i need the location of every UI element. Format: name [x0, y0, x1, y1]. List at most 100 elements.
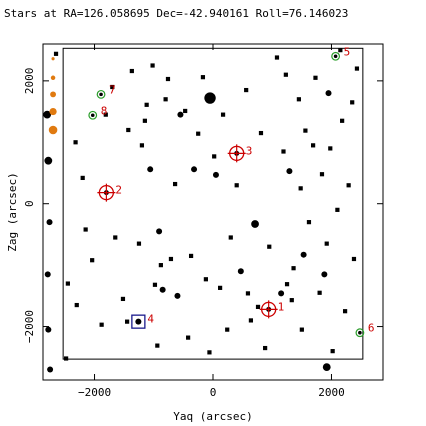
star-mark [267, 244, 272, 249]
star-mark [172, 181, 178, 187]
star-mark [186, 335, 191, 340]
star-mark [136, 241, 142, 246]
star-mark [163, 97, 168, 102]
star-mark [237, 268, 244, 275]
x-axis-label: Yaq (arcsec) [173, 410, 252, 423]
star-mark [306, 220, 312, 225]
star-mark [255, 304, 261, 310]
star-mark [313, 75, 318, 80]
star-mark [286, 168, 293, 175]
star-mark [165, 76, 171, 82]
y-tick-label: 2000 [23, 68, 36, 95]
star-mark [204, 92, 216, 104]
star-mark [73, 140, 78, 145]
star-mark [274, 55, 280, 60]
star-mark [278, 290, 285, 297]
star-mark [212, 171, 219, 178]
star-mark [234, 183, 239, 188]
axis-ticks [43, 44, 383, 380]
offchip-star-mark [50, 75, 56, 81]
guide-star-label: 3 [246, 144, 253, 157]
star-mark [150, 63, 155, 68]
star-mark [263, 345, 268, 351]
guide-star-label: 2 [115, 184, 122, 197]
star-mark [142, 118, 147, 123]
star-mark [324, 241, 329, 246]
acq-star-label: 5 [344, 45, 351, 58]
star-mark [346, 183, 351, 188]
star-mark [251, 220, 259, 228]
star-mark [311, 143, 316, 148]
star-mark [53, 51, 59, 56]
star-mark [155, 343, 160, 348]
star-mark [296, 97, 301, 102]
offchip-star-mark [49, 107, 57, 116]
chart-marks: 1 2 3 5 6 78 4 [43, 45, 375, 373]
star-mark [335, 207, 340, 212]
star-mark [351, 256, 357, 262]
star-mark [156, 228, 163, 235]
star-mark [350, 100, 355, 105]
star-mark [168, 256, 174, 262]
star-mark [203, 277, 208, 282]
star-mark [340, 118, 345, 123]
star-mark [322, 363, 331, 372]
star-mark [245, 291, 251, 296]
x-tick-label: −2000 [78, 386, 111, 399]
acq-star-circle [88, 110, 98, 120]
acq-star-dot [90, 113, 95, 118]
x-tick-label: 2000 [318, 386, 345, 399]
acq-star-circle [96, 89, 106, 99]
acq-star-label: 6 [368, 322, 375, 335]
star-mark [338, 48, 343, 53]
acq-star-dot [358, 330, 362, 335]
x-tick-label: 0 [210, 386, 217, 399]
star-mark [159, 286, 166, 293]
acq-star-label: 8 [101, 104, 108, 117]
star-mark [188, 253, 194, 259]
star-mark [328, 146, 333, 151]
star-mark [207, 350, 212, 355]
star-mark [47, 366, 54, 373]
star-mark [65, 281, 70, 286]
fid-light-label: 4 [147, 313, 154, 326]
star-mark [152, 282, 158, 287]
acq-star-label: 7 [109, 83, 116, 96]
star-mark [284, 282, 290, 287]
star-mark [200, 75, 206, 80]
star-mark [44, 156, 53, 165]
acq-star-circle [331, 51, 341, 61]
acq-star-circle [355, 328, 365, 338]
star-mark [103, 112, 108, 117]
star-mark [80, 175, 85, 181]
star-mark [147, 166, 154, 173]
star-mark [228, 235, 233, 240]
star-mark [45, 326, 52, 333]
y-axis-label: Zag (arcsec) [6, 172, 19, 251]
fid-light-dot [135, 318, 142, 325]
offchip-star-mark [51, 57, 55, 61]
star-mark [283, 72, 288, 77]
star-mark [174, 292, 181, 299]
star-mark [43, 110, 52, 119]
star-mark [248, 318, 254, 323]
star-mark [64, 356, 69, 361]
offchip-star-mark [48, 125, 58, 135]
star-mark [139, 143, 145, 148]
star-mark [317, 290, 322, 295]
star-mark [299, 327, 304, 332]
star-mark [120, 296, 126, 302]
star-mark [258, 130, 264, 136]
star-mark [321, 271, 328, 278]
star-mark [183, 108, 188, 114]
star-mark [113, 235, 118, 240]
star-mark [303, 128, 308, 133]
star-mark [300, 251, 307, 258]
star-mark [330, 349, 335, 354]
star-mark [289, 298, 294, 303]
guide-star-label: 1 [278, 300, 285, 313]
star-mark [44, 271, 51, 278]
star-mark [144, 102, 149, 107]
star-mark [298, 186, 303, 191]
star-mark [196, 131, 201, 136]
